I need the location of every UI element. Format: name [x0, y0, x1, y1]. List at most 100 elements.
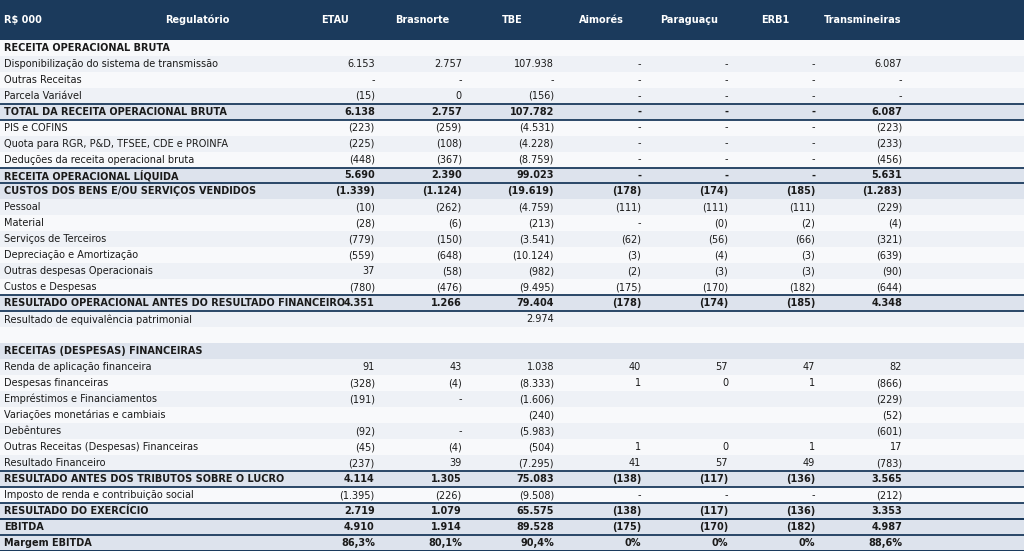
- Bar: [0, 231, 1024, 247]
- Text: (15): (15): [354, 90, 375, 101]
- Text: -: -: [638, 138, 641, 149]
- Text: 2.390: 2.390: [431, 170, 462, 181]
- Bar: [0, 88, 1024, 104]
- Text: RECEITAS (DESPESAS) FINANCEIRAS: RECEITAS (DESPESAS) FINANCEIRAS: [4, 346, 203, 356]
- Text: (262): (262): [435, 202, 462, 213]
- Bar: [0, 263, 1024, 279]
- Text: -: -: [637, 170, 641, 181]
- Text: (321): (321): [876, 234, 902, 245]
- Text: (175): (175): [614, 282, 641, 293]
- Bar: [0, 327, 1024, 343]
- Bar: [0, 439, 1024, 455]
- Text: (185): (185): [785, 186, 815, 197]
- Text: PIS e COFINS: PIS e COFINS: [4, 122, 68, 133]
- Text: 1.305: 1.305: [431, 474, 462, 484]
- Text: (240): (240): [527, 410, 554, 420]
- Text: (1.339): (1.339): [335, 186, 375, 197]
- Text: Margem EBITDA: Margem EBITDA: [4, 538, 92, 548]
- Text: 1: 1: [809, 378, 815, 388]
- Text: -: -: [638, 154, 641, 165]
- Text: -: -: [459, 394, 462, 404]
- Bar: [0, 104, 1024, 120]
- Text: 2.719: 2.719: [344, 506, 375, 516]
- Text: Imposto de renda e contribuição social: Imposto de renda e contribuição social: [4, 490, 194, 500]
- Text: (156): (156): [527, 90, 554, 101]
- Text: Parcela Variável: Parcela Variável: [4, 90, 82, 101]
- Text: (4): (4): [715, 250, 728, 261]
- Text: (779): (779): [348, 234, 375, 245]
- Text: 39: 39: [450, 458, 462, 468]
- Bar: [0, 359, 1024, 375]
- Text: (226): (226): [435, 490, 462, 500]
- Text: 4.910: 4.910: [344, 522, 375, 532]
- Text: (111): (111): [702, 202, 728, 213]
- Text: (648): (648): [436, 250, 462, 261]
- Text: (52): (52): [882, 410, 902, 420]
- Text: (866): (866): [877, 378, 902, 388]
- Text: (170): (170): [701, 282, 728, 293]
- Text: 1: 1: [635, 378, 641, 388]
- Text: (182): (182): [788, 282, 815, 293]
- Text: (504): (504): [527, 442, 554, 452]
- Text: (9.508): (9.508): [519, 490, 554, 500]
- Text: 1.079: 1.079: [431, 506, 462, 516]
- Text: (1.124): (1.124): [422, 186, 462, 197]
- Text: (328): (328): [348, 378, 375, 388]
- Text: -: -: [811, 106, 815, 117]
- Text: -: -: [812, 154, 815, 165]
- Text: 0%: 0%: [799, 538, 815, 548]
- Bar: [0, 375, 1024, 391]
- Bar: [0, 535, 1024, 551]
- Text: Brasnorte: Brasnorte: [395, 15, 450, 25]
- Text: 5.631: 5.631: [871, 170, 902, 181]
- Text: (2): (2): [627, 266, 641, 277]
- Bar: [0, 72, 1024, 88]
- Text: (783): (783): [876, 458, 902, 468]
- Text: -: -: [638, 90, 641, 101]
- Text: (66): (66): [796, 234, 815, 245]
- Bar: [0, 311, 1024, 327]
- Text: Aimorés: Aimorés: [580, 15, 624, 25]
- Bar: [0, 455, 1024, 471]
- Bar: [0, 136, 1024, 152]
- Text: (5.983): (5.983): [519, 426, 554, 436]
- Text: EBITDA: EBITDA: [4, 522, 44, 532]
- Text: (111): (111): [615, 202, 641, 213]
- Text: (185): (185): [785, 298, 815, 309]
- Text: 6.138: 6.138: [344, 106, 375, 117]
- Bar: [0, 183, 1024, 199]
- Text: Pessoal: Pessoal: [4, 202, 41, 213]
- Text: (644): (644): [877, 282, 902, 293]
- Text: (45): (45): [354, 442, 375, 452]
- Text: (4): (4): [889, 218, 902, 229]
- Text: -: -: [724, 170, 728, 181]
- Text: (225): (225): [348, 138, 375, 149]
- Text: Material: Material: [4, 218, 44, 229]
- Text: (8.759): (8.759): [518, 154, 554, 165]
- Text: 107.782: 107.782: [510, 106, 554, 117]
- Text: (9.495): (9.495): [519, 282, 554, 293]
- Text: Serviços de Terceiros: Serviços de Terceiros: [4, 234, 106, 245]
- Text: (1.283): (1.283): [862, 186, 902, 197]
- Text: Debêntures: Debêntures: [4, 426, 61, 436]
- Text: (174): (174): [698, 298, 728, 309]
- Text: -: -: [812, 138, 815, 149]
- Text: 41: 41: [629, 458, 641, 468]
- Text: 4.351: 4.351: [344, 298, 375, 309]
- Text: Paraguaçu: Paraguaçu: [659, 15, 718, 25]
- Text: 0%: 0%: [625, 538, 641, 548]
- Text: 3.353: 3.353: [871, 506, 902, 516]
- Text: 75.083: 75.083: [516, 474, 554, 484]
- Text: (212): (212): [876, 490, 902, 500]
- Text: (138): (138): [611, 506, 641, 516]
- Text: 90,4%: 90,4%: [520, 538, 554, 548]
- Text: (4.531): (4.531): [519, 122, 554, 133]
- Text: (259): (259): [435, 122, 462, 133]
- Text: Quota para RGR, P&D, TFSEE, CDE e PROINFA: Quota para RGR, P&D, TFSEE, CDE e PROINF…: [4, 138, 228, 149]
- Text: (213): (213): [527, 218, 554, 229]
- Text: -: -: [812, 58, 815, 69]
- Text: R$ 000: R$ 000: [4, 15, 42, 25]
- Text: (1.606): (1.606): [519, 394, 554, 404]
- Text: -: -: [725, 122, 728, 133]
- Text: (476): (476): [435, 282, 462, 293]
